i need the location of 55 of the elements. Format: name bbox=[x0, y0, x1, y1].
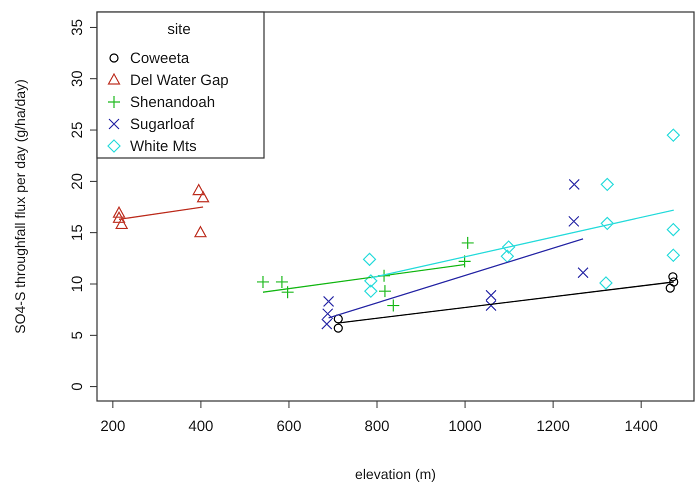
point bbox=[112, 212, 126, 223]
point bbox=[502, 240, 516, 254]
point bbox=[568, 178, 580, 190]
point bbox=[362, 252, 376, 266]
point bbox=[386, 298, 400, 312]
x-tick-label: 800 bbox=[364, 418, 390, 435]
point bbox=[568, 216, 580, 227]
y-tick-label: 15 bbox=[69, 224, 86, 242]
point bbox=[334, 314, 343, 324]
point bbox=[256, 275, 270, 289]
point bbox=[334, 324, 343, 333]
x-tick-label: 1200 bbox=[536, 418, 570, 435]
y-tick-label: 20 bbox=[69, 173, 86, 190]
point bbox=[668, 272, 678, 282]
point bbox=[116, 218, 128, 230]
point bbox=[577, 267, 589, 278]
point bbox=[194, 226, 207, 238]
legend-title: site bbox=[167, 21, 191, 38]
legend-label: Coweeta bbox=[130, 50, 190, 67]
point bbox=[461, 236, 474, 250]
y-tick-label: 35 bbox=[69, 19, 86, 36]
point bbox=[364, 274, 378, 288]
x-tick-label: 600 bbox=[276, 418, 302, 435]
legend-label: White Mts bbox=[130, 138, 197, 155]
point bbox=[275, 275, 289, 289]
point bbox=[600, 216, 614, 230]
point bbox=[281, 286, 294, 299]
point bbox=[197, 191, 210, 202]
point bbox=[500, 250, 514, 263]
point bbox=[112, 206, 126, 218]
point bbox=[364, 284, 378, 298]
x-tick-label: 1400 bbox=[624, 418, 658, 435]
y-tick-label: 30 bbox=[69, 70, 86, 88]
point bbox=[600, 178, 614, 192]
point bbox=[669, 277, 678, 287]
point bbox=[666, 248, 680, 262]
point bbox=[666, 222, 680, 236]
point bbox=[192, 184, 205, 196]
x-tick-label: 1000 bbox=[448, 418, 482, 435]
point bbox=[666, 128, 680, 142]
x-tick-label: 400 bbox=[188, 418, 214, 435]
point bbox=[377, 269, 391, 282]
point bbox=[378, 284, 392, 298]
y-tick-label: 0 bbox=[69, 382, 86, 391]
y-tick-label: 10 bbox=[69, 276, 86, 292]
legend-label: Sugarloaf bbox=[130, 116, 196, 133]
legend-label: Del Water Gap bbox=[130, 72, 229, 89]
point bbox=[666, 284, 675, 293]
y-tick-label: 5 bbox=[69, 331, 86, 340]
point bbox=[599, 276, 613, 290]
x-tick-label: 200 bbox=[100, 418, 126, 435]
x-axis-title: elevation (m) bbox=[355, 466, 436, 482]
y-axis-title: SO4-S throughfall flux per day (g/ha/day) bbox=[12, 79, 28, 334]
y-tick-label: 25 bbox=[69, 122, 86, 138]
legend-label: Shenandoah bbox=[130, 94, 216, 111]
